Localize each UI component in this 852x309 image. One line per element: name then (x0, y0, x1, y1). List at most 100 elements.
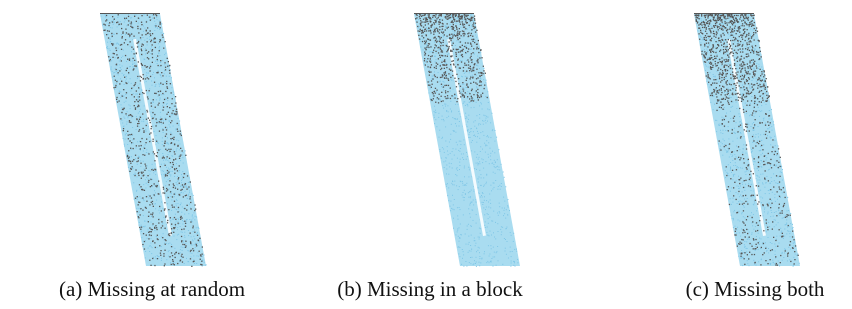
missing-point (759, 141, 760, 142)
missing-point (710, 32, 711, 33)
missing-point (704, 39, 705, 40)
point (457, 230, 458, 231)
missing-point (140, 214, 141, 215)
point (443, 75, 444, 76)
point (143, 147, 144, 148)
missing-point (459, 67, 460, 68)
missing-point (757, 88, 758, 89)
point (117, 17, 118, 18)
point (446, 169, 447, 170)
point (738, 42, 739, 43)
point (130, 108, 131, 109)
missing-point (171, 224, 172, 225)
missing-point (749, 73, 750, 74)
missing-point (130, 114, 131, 115)
missing-point (104, 30, 105, 31)
point (757, 180, 758, 181)
point (724, 140, 725, 141)
point (718, 91, 719, 92)
point (483, 115, 484, 116)
missing-point (149, 260, 150, 261)
point (720, 146, 721, 147)
point (731, 107, 732, 108)
point (466, 46, 467, 47)
missing-point (748, 77, 749, 78)
point (182, 247, 183, 248)
missing-point (126, 32, 127, 33)
point (751, 126, 752, 127)
missing-point (153, 216, 154, 217)
point (155, 171, 156, 172)
missing-point (437, 81, 438, 82)
point (196, 263, 197, 264)
missing-point (169, 184, 170, 185)
missing-point (465, 28, 466, 29)
point (490, 122, 491, 123)
missing-point (450, 64, 451, 65)
point (742, 19, 743, 20)
missing-point (742, 46, 743, 47)
missing-point (773, 237, 774, 238)
point (181, 180, 182, 181)
missing-point (770, 159, 771, 160)
point (456, 175, 457, 176)
missing-point (149, 17, 150, 18)
missing-point (150, 76, 151, 77)
missing-point (742, 25, 743, 26)
missing-point (470, 20, 471, 21)
point (420, 47, 421, 48)
missing-point (451, 45, 452, 46)
point (453, 228, 454, 229)
missing-point (179, 158, 180, 159)
point (130, 46, 131, 47)
point (744, 187, 745, 188)
point (751, 149, 752, 150)
missing-point (160, 22, 161, 23)
missing-point (130, 23, 131, 24)
missing-point (149, 204, 150, 205)
point (487, 235, 488, 236)
missing-point (163, 187, 164, 188)
point (121, 120, 122, 121)
point (794, 242, 795, 243)
point (496, 251, 497, 252)
point (742, 182, 743, 183)
point (460, 141, 461, 142)
point (501, 232, 502, 233)
point (517, 262, 518, 263)
point (513, 261, 514, 262)
point (112, 77, 113, 78)
missing-point (150, 66, 151, 67)
point (776, 155, 777, 156)
point (744, 241, 745, 242)
missing-point (198, 240, 199, 241)
missing-point (478, 52, 479, 53)
point (781, 172, 782, 173)
missing-point (723, 86, 724, 87)
point (180, 226, 181, 227)
point (149, 13, 150, 14)
point (750, 185, 751, 186)
point (768, 93, 769, 94)
point (778, 210, 779, 211)
missing-point (434, 15, 435, 16)
point (131, 17, 132, 18)
missing-point (159, 121, 160, 122)
point (717, 59, 718, 60)
point (172, 171, 173, 172)
point-cloud (694, 13, 800, 267)
point (733, 165, 734, 166)
missing-point (790, 215, 791, 216)
point (136, 191, 137, 192)
missing-point (470, 100, 471, 101)
missing-point (778, 207, 779, 208)
point (757, 208, 758, 209)
point (782, 192, 783, 193)
point (760, 150, 761, 151)
missing-point (129, 58, 130, 59)
point (164, 243, 165, 244)
missing-point (745, 71, 746, 72)
point (161, 32, 162, 33)
missing-point (158, 193, 159, 194)
missing-point (143, 74, 144, 75)
